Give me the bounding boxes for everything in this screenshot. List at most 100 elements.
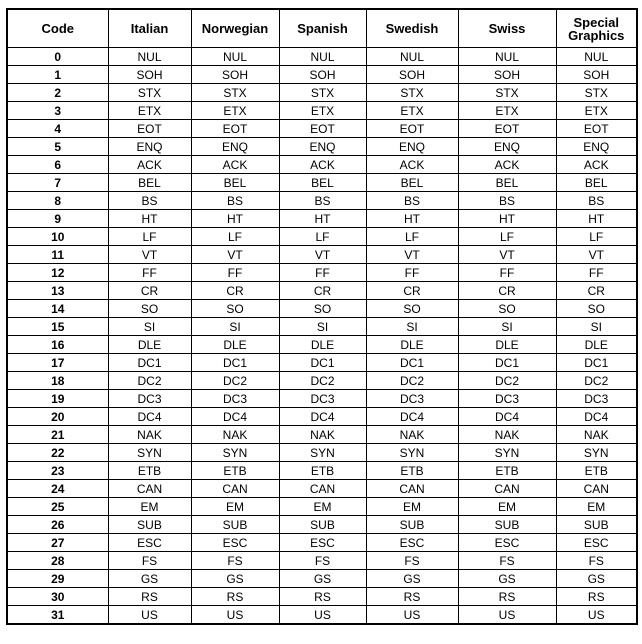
- cell-code: 13: [6, 281, 109, 300]
- cell-swedish: DC2: [365, 371, 459, 390]
- cell-italian: CR: [107, 281, 192, 300]
- cell-spanish: DC2: [278, 371, 367, 390]
- cell-spanish: DC3: [278, 389, 367, 408]
- cell-swiss: GS: [457, 569, 557, 588]
- cell-code: 9: [6, 209, 109, 228]
- cell-special-graphics: NAK: [555, 425, 638, 444]
- cell-swedish: EM: [365, 497, 459, 516]
- cell-italian: ETX: [107, 101, 192, 120]
- cell-norwegian: BS: [190, 191, 280, 210]
- cell-swiss: FS: [457, 551, 557, 570]
- cell-swedish: FS: [365, 551, 459, 570]
- cell-code: 1: [6, 65, 109, 84]
- table-row: 4 EOT EOT EOT EOT EOT EOT: [6, 119, 638, 138]
- table-row: 17 DC1 DC1 DC1 DC1 DC1 DC1: [6, 353, 638, 372]
- cell-spanish: ESC: [278, 533, 367, 552]
- table-row: 10 LF LF LF LF LF LF: [6, 227, 638, 246]
- cell-swedish: RS: [365, 587, 459, 606]
- cell-swedish: FF: [365, 263, 459, 282]
- cell-spanish: NUL: [278, 47, 367, 66]
- cell-italian: DC3: [107, 389, 192, 408]
- cell-norwegian: ESC: [190, 533, 280, 552]
- cell-norwegian: DLE: [190, 335, 280, 354]
- cell-swiss: NAK: [457, 425, 557, 444]
- cell-swiss: BS: [457, 191, 557, 210]
- cell-spanish: ACK: [278, 155, 367, 174]
- cell-spanish: SOH: [278, 65, 367, 84]
- cell-swiss: SUB: [457, 515, 557, 534]
- cell-swiss: BEL: [457, 173, 557, 192]
- cell-special-graphics: EOT: [555, 119, 638, 138]
- cell-special-graphics: BS: [555, 191, 638, 210]
- cell-swedish: LF: [365, 227, 459, 246]
- cell-norwegian: DC1: [190, 353, 280, 372]
- cell-italian: DLE: [107, 335, 192, 354]
- table-row: 28 FS FS FS FS FS FS: [6, 551, 638, 570]
- cell-spanish: DLE: [278, 335, 367, 354]
- cell-spanish: NAK: [278, 425, 367, 444]
- cell-italian: SO: [107, 299, 192, 318]
- cell-special-graphics: SOH: [555, 65, 638, 84]
- cell-italian: VT: [107, 245, 192, 264]
- cell-swiss: DC3: [457, 389, 557, 408]
- cell-special-graphics: CAN: [555, 479, 638, 498]
- cell-norwegian: ETB: [190, 461, 280, 480]
- cell-special-graphics: CR: [555, 281, 638, 300]
- cell-swiss: NUL: [457, 47, 557, 66]
- cell-special-graphics: DC1: [555, 353, 638, 372]
- cell-spanish: GS: [278, 569, 367, 588]
- cell-swiss: DC2: [457, 371, 557, 390]
- cell-code: 11: [6, 245, 109, 264]
- cell-norwegian: VT: [190, 245, 280, 264]
- cell-code: 5: [6, 137, 109, 156]
- cell-spanish: SI: [278, 317, 367, 336]
- cell-swedish: SUB: [365, 515, 459, 534]
- cell-spanish: ETB: [278, 461, 367, 480]
- table-row: 29 GS GS GS GS GS GS: [6, 569, 638, 588]
- cell-spanish: VT: [278, 245, 367, 264]
- cell-spanish: RS: [278, 587, 367, 606]
- cell-italian: CAN: [107, 479, 192, 498]
- cell-norwegian: GS: [190, 569, 280, 588]
- cell-norwegian: FF: [190, 263, 280, 282]
- cell-code: 4: [6, 119, 109, 138]
- header-swiss: Swiss: [457, 8, 557, 48]
- cell-special-graphics: BEL: [555, 173, 638, 192]
- cell-code: 15: [6, 317, 109, 336]
- cell-spanish: DC4: [278, 407, 367, 426]
- cell-swedish: DC4: [365, 407, 459, 426]
- cell-swiss: CR: [457, 281, 557, 300]
- cell-code: 3: [6, 101, 109, 120]
- cell-special-graphics: VT: [555, 245, 638, 264]
- cell-code: 8: [6, 191, 109, 210]
- cell-code: 10: [6, 227, 109, 246]
- cell-norwegian: CR: [190, 281, 280, 300]
- cell-swedish: ACK: [365, 155, 459, 174]
- cell-code: 19: [6, 389, 109, 408]
- cell-spanish: EM: [278, 497, 367, 516]
- table-row: 31 US US US US US US: [6, 605, 638, 625]
- cell-norwegian: SOH: [190, 65, 280, 84]
- cell-norwegian: SUB: [190, 515, 280, 534]
- cell-special-graphics: SUB: [555, 515, 638, 534]
- cell-swedish: DC3: [365, 389, 459, 408]
- cell-italian: SOH: [107, 65, 192, 84]
- cell-norwegian: EOT: [190, 119, 280, 138]
- cell-norwegian: FS: [190, 551, 280, 570]
- cell-norwegian: DC4: [190, 407, 280, 426]
- table-row: 14 SO SO SO SO SO SO: [6, 299, 638, 318]
- cell-italian: SI: [107, 317, 192, 336]
- cell-code: 31: [6, 605, 109, 625]
- cell-swedish: NAK: [365, 425, 459, 444]
- cell-italian: DC4: [107, 407, 192, 426]
- cell-italian: EOT: [107, 119, 192, 138]
- cell-italian: GS: [107, 569, 192, 588]
- cell-norwegian: NAK: [190, 425, 280, 444]
- cell-italian: FS: [107, 551, 192, 570]
- cell-swedish: SO: [365, 299, 459, 318]
- cell-swedish: GS: [365, 569, 459, 588]
- cell-swiss: DC1: [457, 353, 557, 372]
- cell-swedish: ETX: [365, 101, 459, 120]
- cell-swiss: HT: [457, 209, 557, 228]
- cell-norwegian: SO: [190, 299, 280, 318]
